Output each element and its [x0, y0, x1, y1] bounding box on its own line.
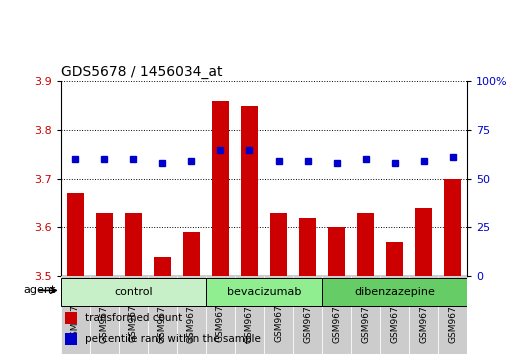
Text: agent: agent [23, 285, 55, 296]
Bar [61, 276, 90, 354]
Bar [65, 312, 77, 324]
Bar [322, 278, 467, 306]
Text: control: control [114, 287, 153, 297]
Bar [235, 276, 264, 354]
Bar [241, 106, 258, 276]
Bar [299, 218, 316, 276]
Bar [119, 276, 148, 354]
Bar [351, 276, 380, 354]
Bar [270, 213, 287, 276]
Bar [183, 232, 200, 276]
Bar [328, 228, 345, 276]
Text: GSM967862: GSM967862 [216, 287, 225, 343]
Text: GSM967858: GSM967858 [361, 287, 370, 343]
Text: GSM967864: GSM967864 [274, 287, 283, 343]
Bar [90, 276, 119, 354]
Bar [409, 276, 438, 354]
Bar [96, 213, 113, 276]
Text: GSM967852: GSM967852 [71, 287, 80, 343]
Text: bevacizumab: bevacizumab [227, 287, 301, 297]
Text: GDS5678 / 1456034_at: GDS5678 / 1456034_at [61, 65, 222, 79]
Bar [148, 276, 177, 354]
Bar [212, 101, 229, 276]
Text: GSM967865: GSM967865 [303, 287, 312, 343]
Bar [444, 179, 461, 276]
Bar [177, 276, 206, 354]
Text: percentile rank within the sample: percentile rank within the sample [85, 335, 261, 344]
Bar [264, 276, 293, 354]
Bar [65, 333, 77, 346]
Text: GSM967863: GSM967863 [245, 287, 254, 343]
Bar [322, 276, 351, 354]
Bar [415, 208, 432, 276]
Bar [386, 242, 403, 276]
Text: GSM967856: GSM967856 [187, 287, 196, 343]
Bar [206, 278, 322, 306]
Bar [438, 276, 467, 354]
Bar [67, 193, 84, 276]
Text: GSM967854: GSM967854 [129, 287, 138, 343]
Text: GSM967861: GSM967861 [448, 287, 457, 343]
Text: GSM967857: GSM967857 [332, 287, 341, 343]
Bar [380, 276, 409, 354]
Bar [61, 278, 206, 306]
Text: GSM967859: GSM967859 [390, 287, 399, 343]
Bar [293, 276, 322, 354]
Text: transformed count: transformed count [85, 313, 182, 323]
Text: GSM967853: GSM967853 [100, 287, 109, 343]
Bar [154, 257, 171, 276]
Text: GSM967855: GSM967855 [158, 287, 167, 343]
Bar [125, 213, 142, 276]
Bar [357, 213, 374, 276]
Text: GSM967860: GSM967860 [419, 287, 428, 343]
Bar [206, 276, 235, 354]
Text: dibenzazepine: dibenzazepine [354, 287, 435, 297]
